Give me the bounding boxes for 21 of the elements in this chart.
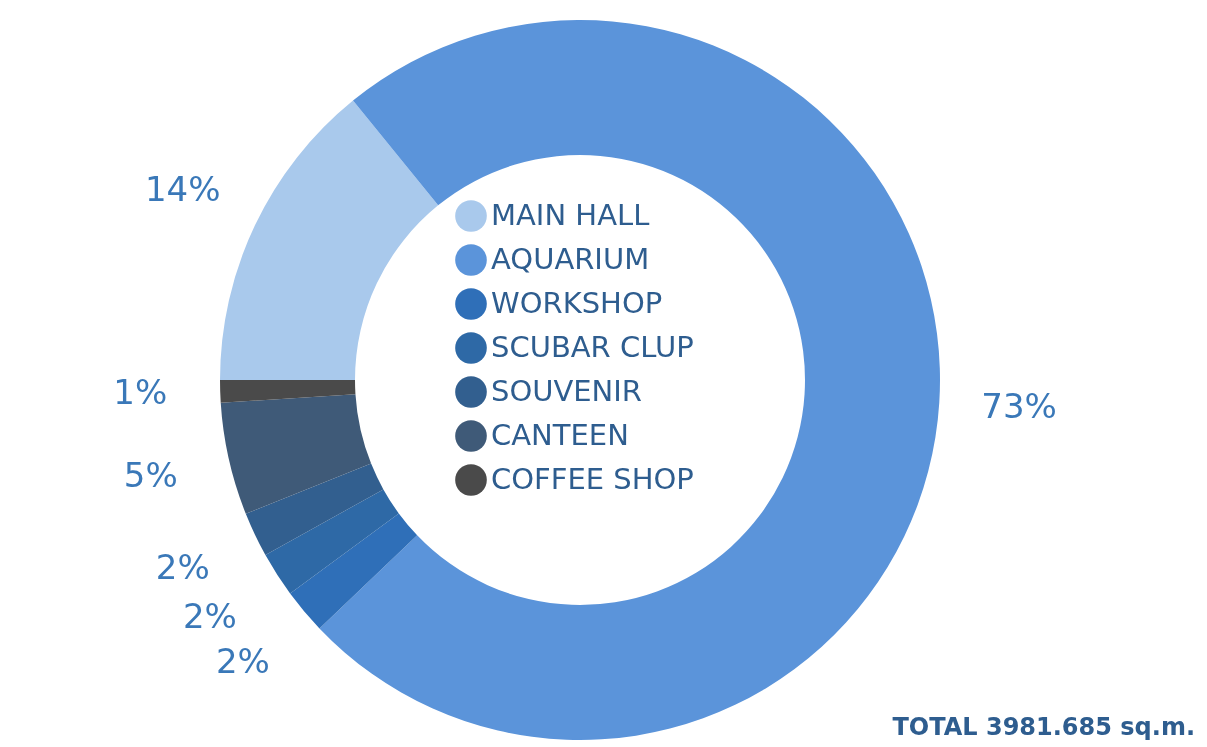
legend-label: CANTEEN (491, 418, 629, 452)
data-label: 5% (123, 454, 178, 495)
legend-label: COFFEE SHOP (491, 462, 694, 496)
data-label: 2% (182, 595, 237, 636)
data-label: 1% (113, 371, 168, 412)
donut-slice (220, 100, 439, 380)
legend-label: MAIN HALL (491, 198, 650, 232)
donut-slice (245, 463, 384, 556)
data-label: 73% (981, 385, 1057, 426)
legend-label: SOUVENIR (491, 374, 643, 408)
text: TOTAL 3981.685 sq.m. (892, 713, 1195, 741)
donut-slice (220, 380, 356, 403)
donut-slice (220, 394, 372, 514)
donut-slice (265, 489, 399, 594)
data-label: 14% (144, 168, 221, 209)
legend-label: SCUBAR CLUP (491, 330, 694, 364)
data-label: 2% (155, 547, 210, 588)
data-label: 2% (215, 640, 270, 681)
donut-slice (290, 513, 418, 629)
legend-label: AQUARIUM (491, 242, 650, 276)
legend-label: WORKSHOP (491, 286, 663, 320)
